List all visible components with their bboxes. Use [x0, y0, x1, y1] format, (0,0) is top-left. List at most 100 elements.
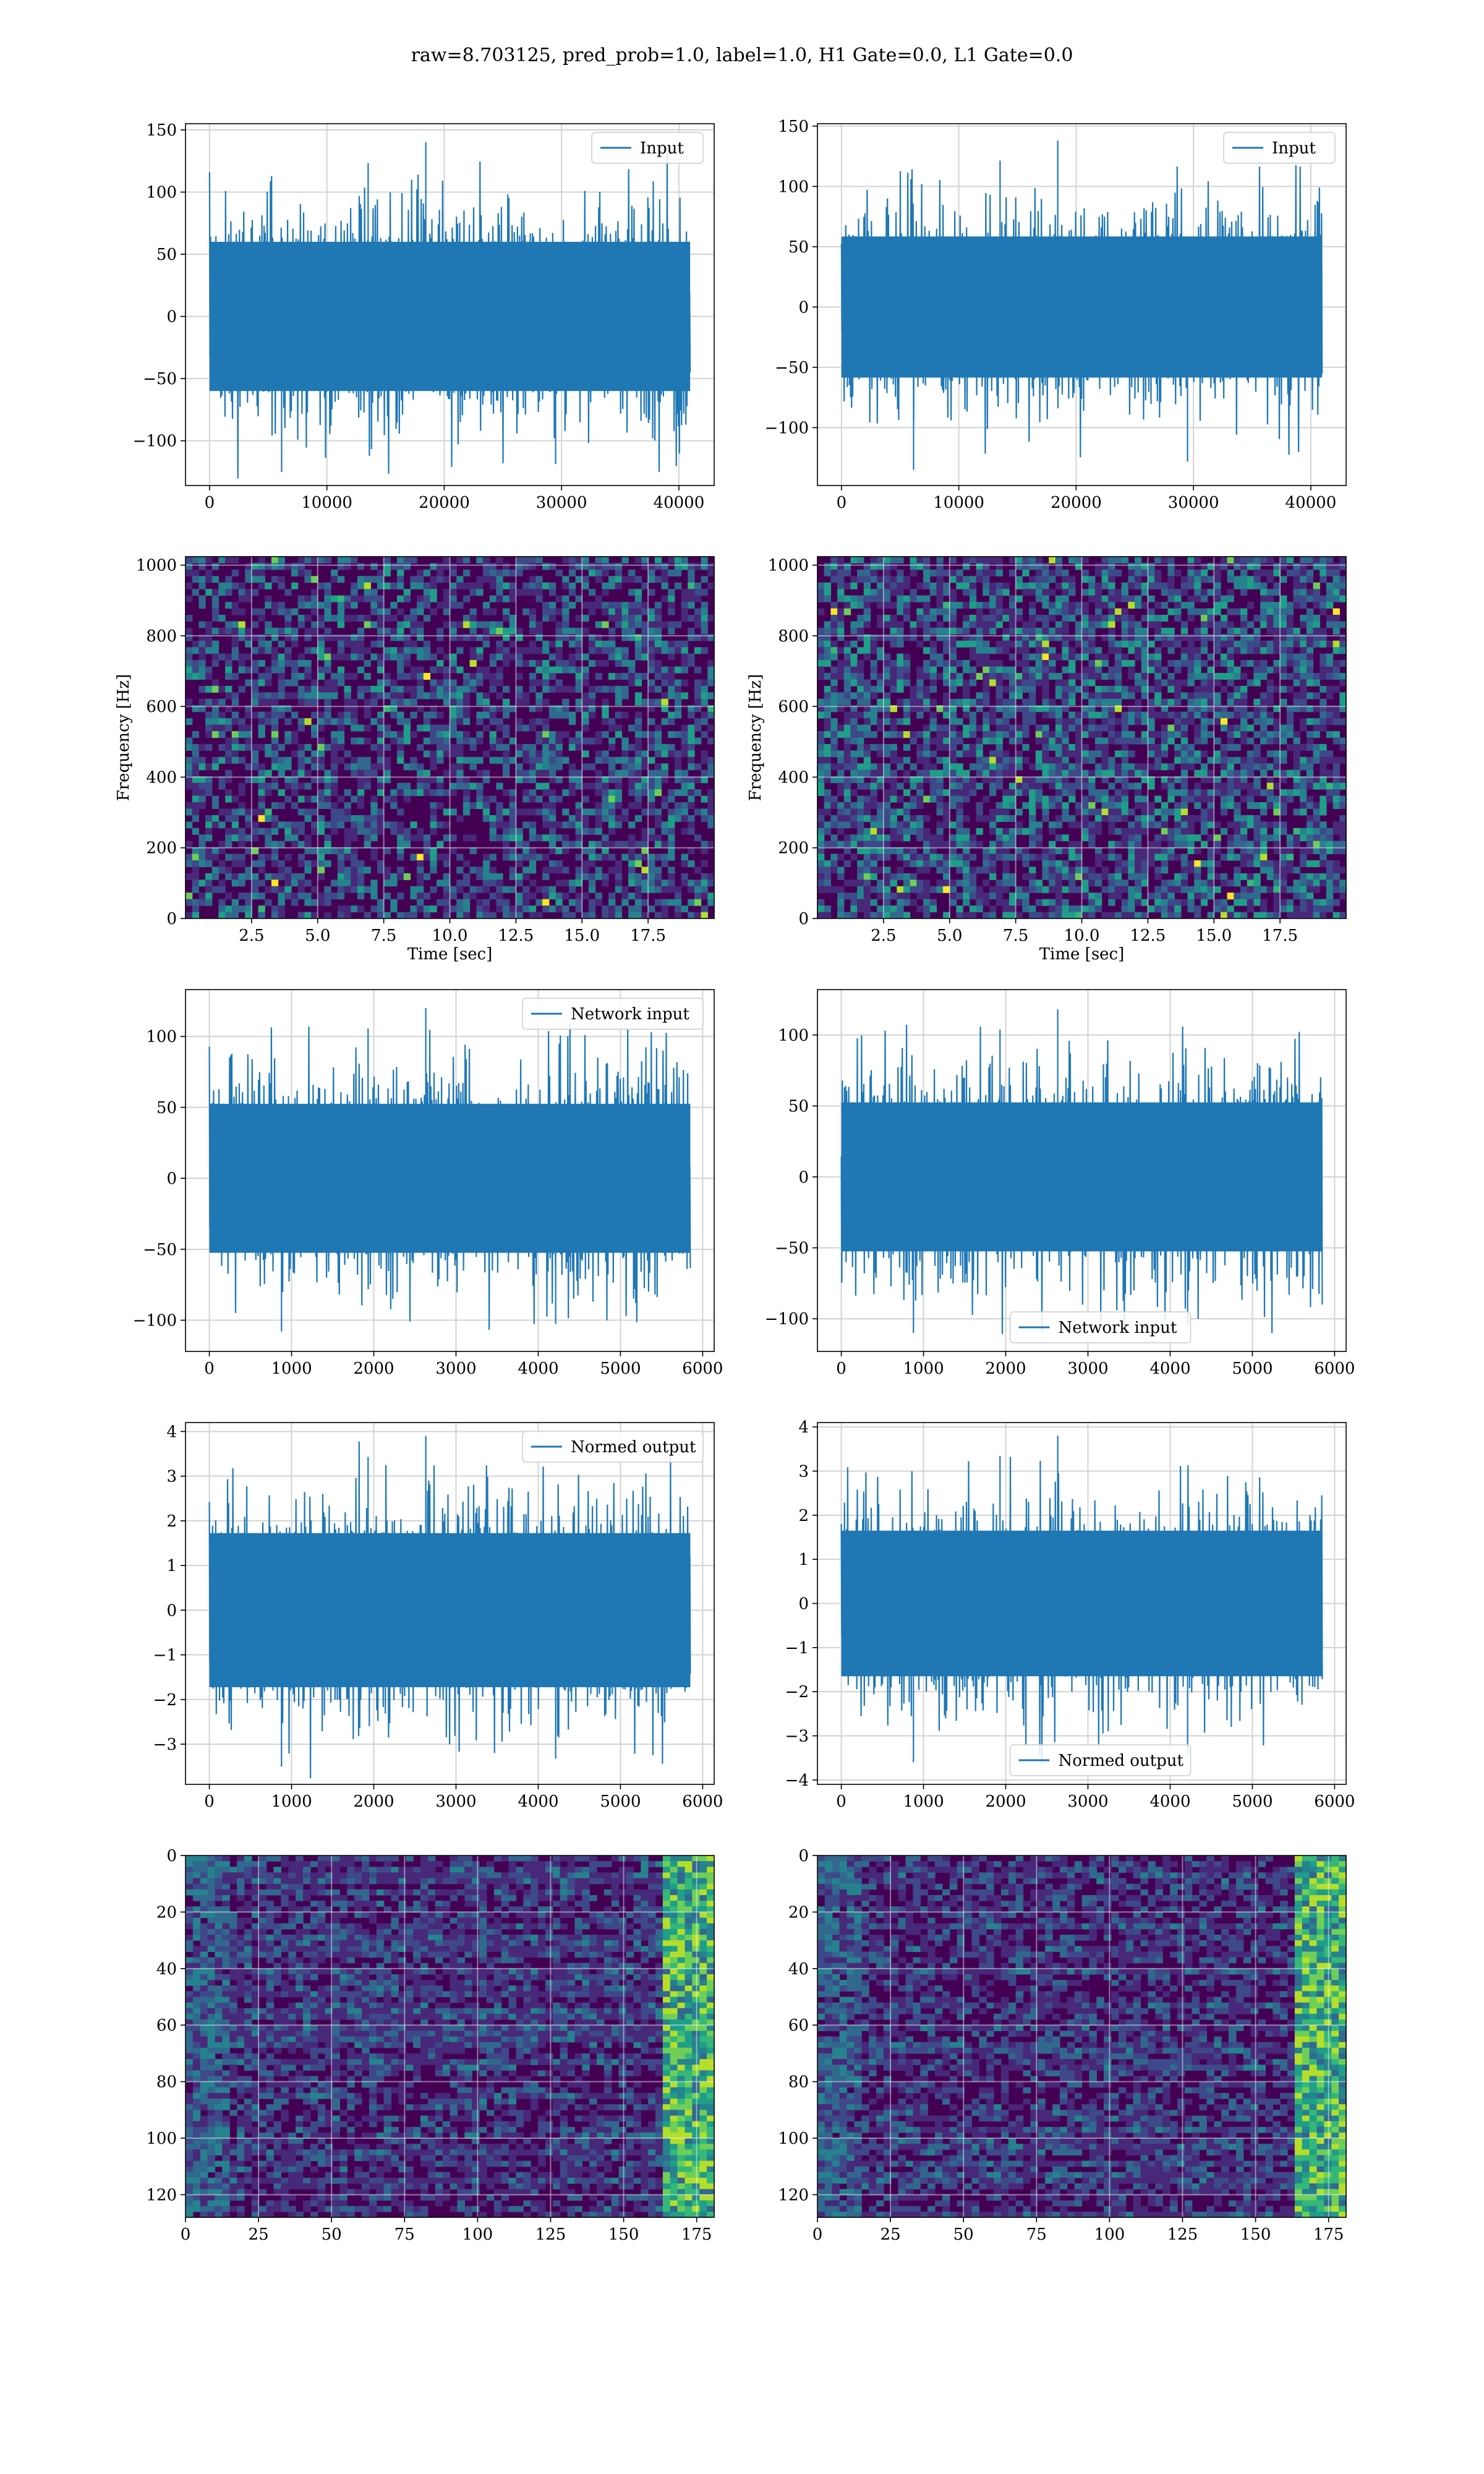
normed-output-l1-ytick-6: 2 [798, 1507, 809, 1525]
input-l1-panel: 0 10000 20000 30000 40000 −100 −50 0 50 100 150 Inp… [765, 118, 1347, 512]
normed-output-h1-series-body [209, 1533, 691, 1687]
spectrogram-l1-ytick-1: 200 [778, 839, 809, 858]
spectrogram-l1-xtick-4: 12.5 [1130, 927, 1166, 945]
feature-map-l1-xtick-4: 100 [1094, 2225, 1125, 2244]
spectrogram-l1-xlabel: Time [sec] [1039, 945, 1125, 964]
network-input-l1-frame [817, 989, 1347, 1352]
input-h1-ytick-1: −50 [143, 370, 177, 388]
spectrogram-l1-ytick-3: 600 [778, 698, 809, 716]
spectrogram-l1-ytick-5: 1000 [768, 557, 809, 575]
input-l1-ytick-2: 0 [798, 298, 809, 317]
normed-output-h1-ytick-7: 4 [166, 1423, 177, 1441]
normed-output-h1-ytick-0: −3 [153, 1736, 177, 1754]
feature-map-l1-ytick-4: 80 [788, 2073, 809, 2092]
spectrogram-h1-ytick-4: 800 [146, 627, 177, 646]
network-input-h1-ytick-4: 100 [146, 1028, 177, 1047]
normed-output-h1-legend-label: Normed output [571, 1438, 696, 1457]
feature-map-h1-xtick-6: 150 [608, 2225, 639, 2244]
spectrogram-l1-ytick-0: 0 [798, 910, 809, 928]
spectrogram-h1-xtick-6: 17.5 [630, 927, 666, 945]
input-h1-legend [591, 132, 704, 164]
network-input-h1-xtick-2: 2000 [353, 1359, 394, 1378]
normed-output-l1-xtick-3: 3000 [1067, 1792, 1108, 1811]
feature-map-l1-xtick-1: 25 [881, 2225, 901, 2244]
input-h1-ytick-4: 100 [146, 184, 177, 202]
normed-output-l1-xtick-1: 1000 [903, 1792, 944, 1811]
input-l1-legend-label: Input [1272, 139, 1316, 158]
network-input-l1-xtick-2: 2000 [985, 1359, 1026, 1378]
input-l1-xtick-1: 10000 [933, 494, 984, 512]
normed-output-h1-ytick-2: −1 [153, 1646, 177, 1665]
spectrogram-l1-ytick-2: 400 [778, 768, 809, 787]
spectrogram-l1-xtick-5: 15.0 [1196, 927, 1232, 945]
normed-output-l1-xtick-4: 4000 [1149, 1792, 1190, 1811]
feature-map-h1-xtick-4: 100 [463, 2225, 493, 2244]
normed-output-h1-xtick-6: 6000 [682, 1792, 723, 1811]
normed-output-l1-legend-label: Normed output [1059, 1752, 1184, 1770]
spectrogram-h1-xtick-2: 7.5 [371, 927, 396, 945]
spectrogram-h1-ytick-0: 0 [166, 910, 177, 928]
network-input-l1-xtick-6: 6000 [1314, 1359, 1355, 1378]
input-h1-ytick-2: 0 [166, 308, 177, 327]
feature-map-h1-ytick-3: 60 [156, 2016, 177, 2035]
spectrogram-l1-xtick-2: 7.5 [1003, 927, 1028, 945]
network-input-h1-ytick-1: −50 [143, 1241, 177, 1259]
network-input-h1-ytick-3: 50 [156, 1098, 177, 1117]
network-input-h1-xtick-4: 4000 [518, 1359, 558, 1378]
normed-output-l1-ytick-5: 1 [798, 1551, 809, 1569]
normed-output-l1-ytick-4: 0 [798, 1595, 809, 1614]
feature-map-h1-ytick-4: 80 [156, 2073, 177, 2092]
feature-map-l1-xtick-0: 0 [812, 2225, 823, 2244]
normed-output-l1-ytick-8: 4 [798, 1418, 809, 1437]
input-l1-series-body [841, 236, 1323, 378]
feature-map-l1-ytick-5: 100 [778, 2129, 809, 2148]
normed-output-l1-ytick-7: 3 [798, 1462, 809, 1481]
normed-output-h1-ytick-3: 0 [166, 1601, 177, 1620]
feature-map-l1-frame [817, 1855, 1347, 2218]
spectrogram-h1-ytick-1: 200 [146, 839, 177, 858]
network-input-l1-ytick-4: 100 [778, 1026, 809, 1045]
normed-output-h1-ytick-4: 1 [166, 1557, 177, 1575]
feature-map-l1-ytick-0: 0 [798, 1847, 809, 1865]
feature-map-h1-ytick-2: 40 [156, 1960, 177, 1979]
normed-output-h1-legend [522, 1431, 704, 1463]
feature-map-l1-xtick-6: 150 [1240, 2225, 1271, 2244]
network-input-l1-xtick-1: 1000 [903, 1359, 944, 1378]
network-input-h1-series-body [209, 1103, 691, 1253]
network-input-l1-ytick-1: −50 [775, 1239, 809, 1258]
spectrogram-l1-xtick-0: 2.5 [871, 927, 896, 945]
feature-map-h1-ytick-6: 120 [146, 2186, 177, 2204]
spectrogram-h1-xtick-0: 2.5 [239, 927, 264, 945]
normed-output-l1-series-body [841, 1530, 1323, 1677]
feature-map-h1-xtick-5: 125 [535, 2225, 566, 2244]
network-input-l1-legend [1009, 1311, 1192, 1343]
input-l1-ytick-4: 100 [778, 178, 809, 196]
input-l1-xtick-0: 0 [837, 494, 847, 512]
feature-map-l1-ytick-2: 40 [788, 1960, 809, 1979]
spectrogram-h1-xlabel: Time [sec] [407, 945, 493, 964]
normed-output-h1-xtick-1: 1000 [271, 1792, 312, 1811]
spectrogram-h1-ytick-2: 400 [146, 768, 177, 787]
network-input-h1-xtick-0: 0 [204, 1359, 215, 1378]
normed-output-l1-ytick-1: −3 [785, 1727, 809, 1746]
feature-map-l1-xtick-3: 75 [1026, 2225, 1047, 2244]
input-h1-xtick-3: 30000 [536, 494, 587, 512]
spectrogram-h1-ylabel: Frequency [Hz] [114, 674, 133, 802]
spectrogram-l1-ytick-4: 800 [778, 627, 809, 646]
normed-output-l1-xtick-6: 6000 [1314, 1792, 1355, 1811]
feature-map-h1-xtick-2: 50 [322, 2225, 342, 2244]
input-h1-panel: 0 10000 20000 30000 40000 −100 −50 0 50 100 150 Inp… [133, 121, 715, 512]
input-l1-frame [817, 123, 1347, 486]
feature-map-l1-ytick-1: 20 [788, 1903, 809, 1922]
spectrogram-l1-xtick-3: 10.0 [1064, 927, 1100, 945]
network-input-h1-legend [522, 998, 704, 1030]
input-l1-ytick-1: −50 [775, 359, 809, 377]
spectrogram-h1-xtick-1: 5.0 [305, 927, 330, 945]
network-input-l1-xtick-5: 5000 [1232, 1359, 1273, 1378]
network-input-l1-xtick-0: 0 [836, 1359, 846, 1378]
network-input-l1-legend-label: Network input [1059, 1319, 1177, 1337]
input-l1-xtick-2: 20000 [1051, 494, 1102, 512]
normed-output-h1-ytick-5: 2 [166, 1512, 177, 1531]
spectrogram-l1-panel: 2.5 5.0 7.5 10.0 12.5 15.0 17.5 0 200 400 600 800 10… [746, 556, 1347, 964]
